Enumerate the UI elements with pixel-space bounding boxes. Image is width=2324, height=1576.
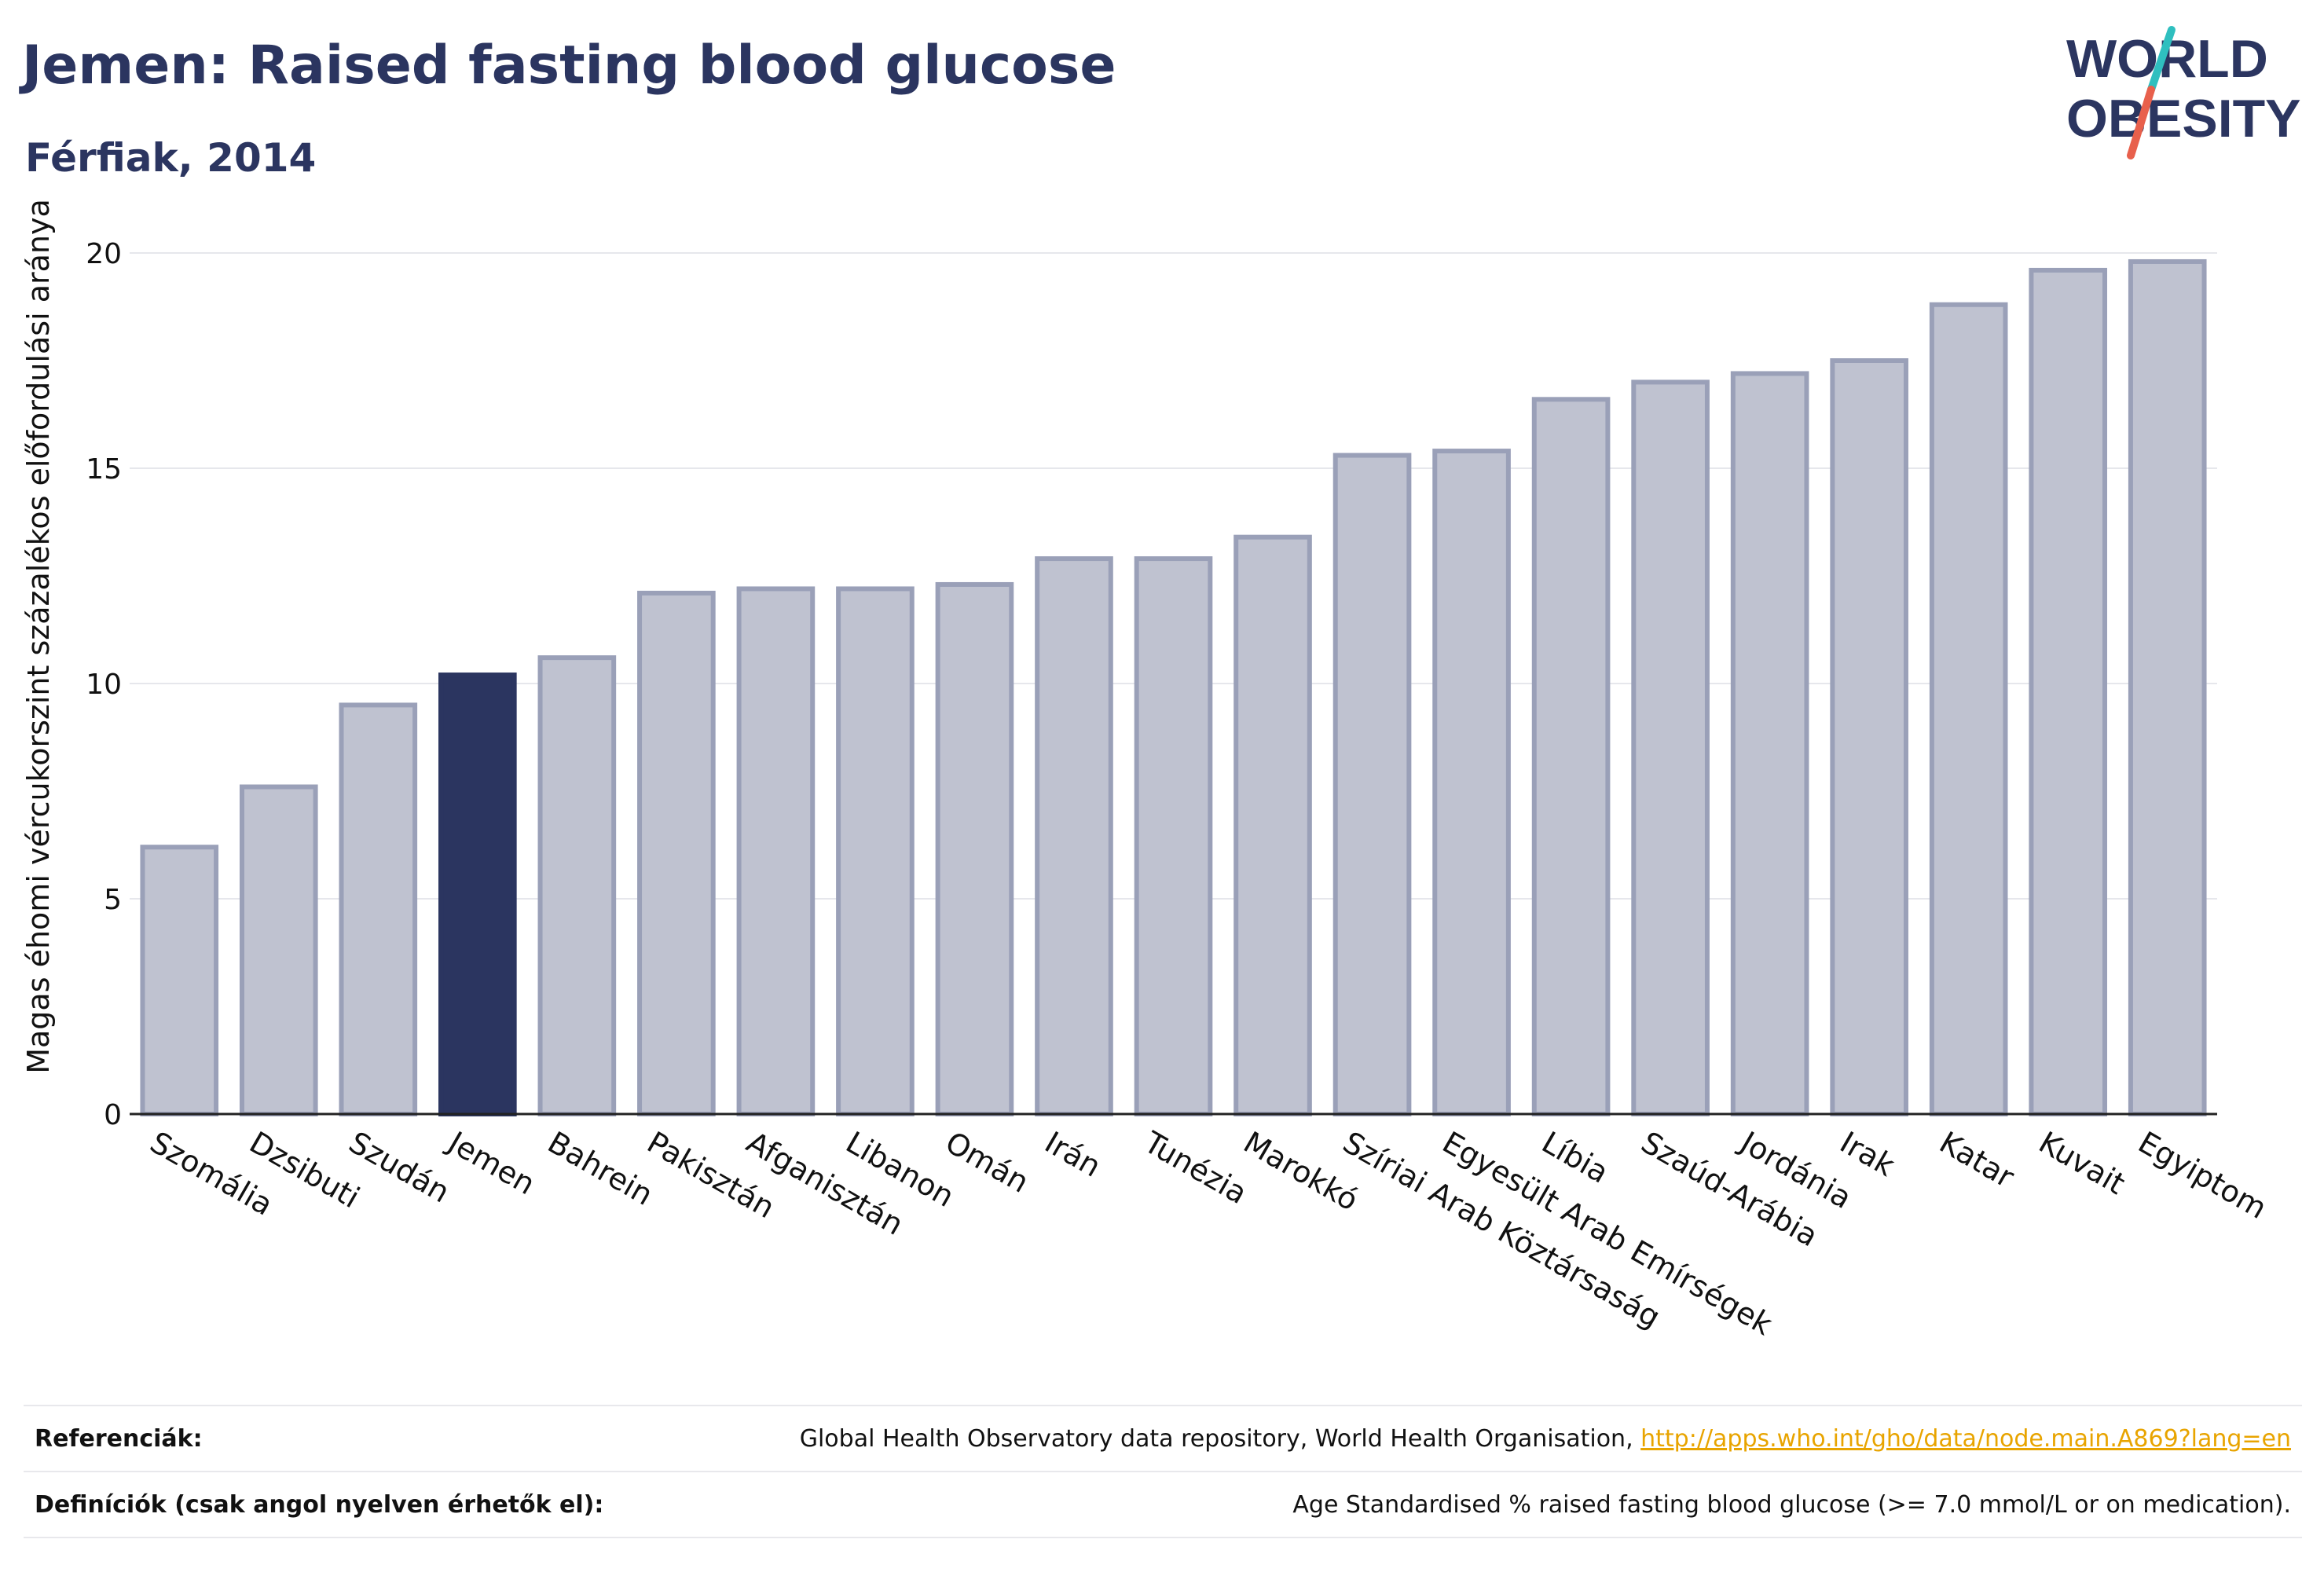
logo-line2: OBESITY	[2066, 89, 2301, 148]
bar	[1233, 534, 1312, 1116]
x-tick-label: Tunézia	[1138, 1124, 1253, 1211]
y-axis-title: Magas éhomi vércukorszint százalékos elő…	[21, 199, 56, 1074]
bar-highlighted	[438, 673, 517, 1116]
bar	[2029, 267, 2108, 1116]
x-tick-label: Irán	[1039, 1125, 1106, 1184]
bar	[836, 586, 915, 1116]
bar	[140, 845, 219, 1116]
definitions-value: Age Standardised % raised fasting blood …	[1292, 1490, 2291, 1519]
definitions-row: Definíciók (csak angol nyelven érhetők e…	[24, 1471, 2302, 1538]
x-tick-label: Bahrein	[542, 1125, 659, 1212]
references-label: Referenciák:	[35, 1424, 203, 1453]
references-link[interactable]: http://apps.who.int/gho/data/node.main.A…	[1640, 1424, 2291, 1453]
bar	[1929, 302, 2008, 1116]
bar	[537, 655, 617, 1116]
references-text: Global Health Observatory data repositor…	[799, 1424, 1641, 1453]
logo-slash-teal	[2147, 26, 2176, 93]
bar	[736, 586, 816, 1116]
bars	[140, 258, 2207, 1117]
bar	[1531, 397, 1611, 1116]
y-tick-label: 20	[86, 238, 122, 270]
bar	[1332, 453, 1412, 1116]
bar	[935, 581, 1014, 1116]
world-obesity-logo: WORLD OBESITY	[2066, 26, 2301, 159]
bar	[1035, 556, 1113, 1116]
x-tick-label: Szudán	[343, 1125, 456, 1210]
y-tick-label: 15	[86, 453, 122, 486]
chart-title: Jemen: Raised fasting blood glucose	[22, 35, 1116, 97]
x-tick-label: Katar	[1934, 1125, 2020, 1195]
y-axis-ticks: 0 5 10 15 20	[86, 238, 122, 1131]
bar	[1631, 379, 1710, 1116]
bar	[1432, 449, 1511, 1116]
x-tick-label: Egyiptom	[2132, 1125, 2272, 1226]
x-tick-label: Kuvait	[2033, 1125, 2131, 1201]
bar	[339, 702, 418, 1116]
footer: Referenciák: Global Health Observatory d…	[24, 1405, 2302, 1538]
x-tick-label: Marokkó	[1238, 1125, 1365, 1218]
bar	[2128, 258, 2207, 1117]
logo-slash-coral	[2127, 86, 2155, 159]
bar	[1830, 358, 1908, 1116]
chart-subtitle: Férfiak, 2014	[25, 135, 317, 181]
x-tick-label: Irak	[1835, 1125, 1901, 1183]
x-tick-label: Jemen	[442, 1124, 541, 1202]
y-tick-label: 5	[104, 884, 122, 916]
bar	[1730, 371, 1809, 1116]
definitions-label: Definíciók (csak angol nyelven érhetők e…	[35, 1490, 604, 1519]
y-tick-label: 10	[86, 669, 122, 701]
y-tick-label: 0	[104, 1099, 122, 1131]
references-row: Referenciák: Global Health Observatory d…	[24, 1405, 2302, 1471]
references-value: Global Health Observatory data repositor…	[800, 1425, 2291, 1453]
bar	[637, 590, 716, 1116]
bar	[1134, 556, 1213, 1116]
bar	[239, 784, 318, 1117]
